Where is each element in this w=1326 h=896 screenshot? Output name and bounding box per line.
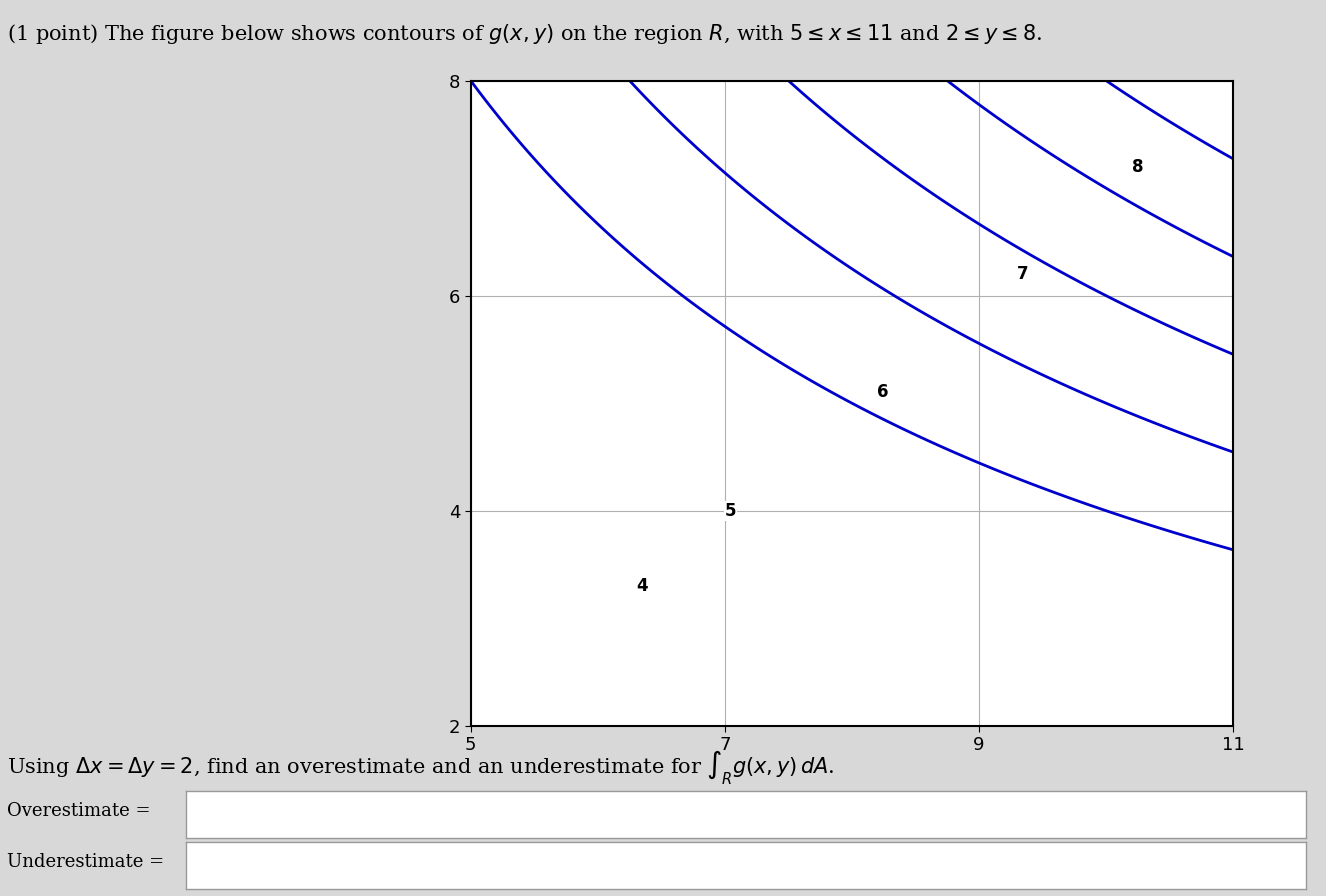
Text: 6: 6 [878, 383, 888, 401]
Text: 8: 8 [1131, 158, 1143, 176]
Text: Underestimate =: Underestimate = [7, 853, 163, 871]
Text: 4: 4 [636, 577, 647, 595]
Text: 7: 7 [1017, 265, 1029, 283]
Text: 5: 5 [725, 502, 736, 520]
Text: (1 point) The figure below shows contours of $g(x, y)$ on the region $R$, with $: (1 point) The figure below shows contour… [7, 22, 1042, 47]
Text: Overestimate =: Overestimate = [7, 802, 150, 820]
Text: Using $\Delta x = \Delta y = 2$, find an overestimate and an underestimate for $: Using $\Delta x = \Delta y = 2$, find an… [7, 748, 834, 787]
